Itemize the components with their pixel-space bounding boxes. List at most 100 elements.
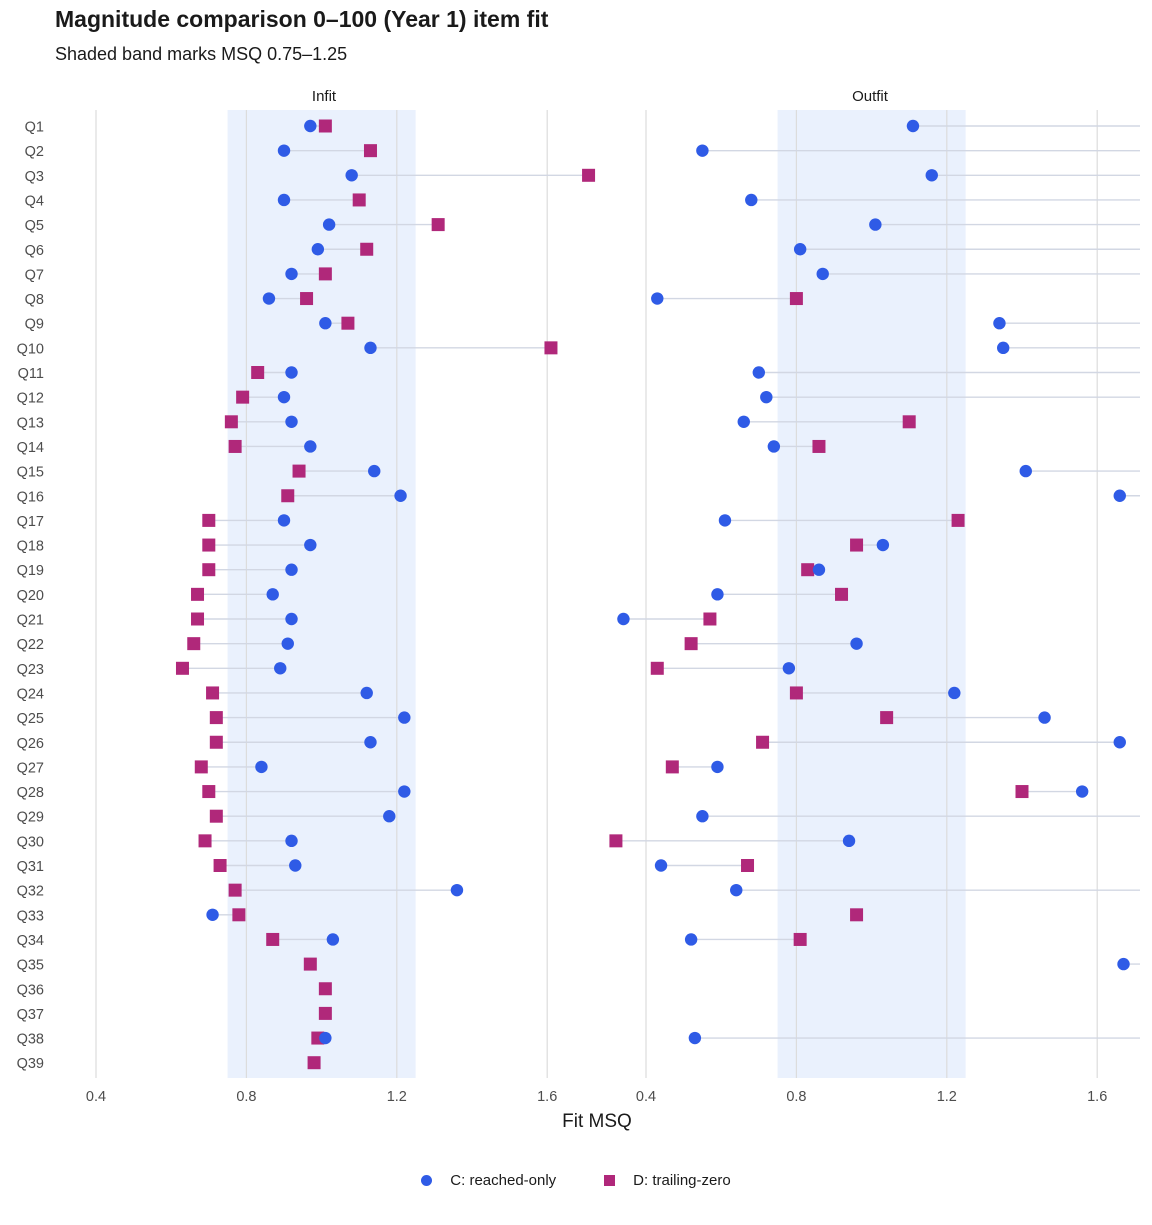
point-trailing-zero (1015, 785, 1029, 799)
y-tick-label: Q20 (17, 588, 44, 604)
point-reached-only (319, 1031, 332, 1045)
point-trailing-zero (300, 292, 314, 306)
y-tick-label: Q29 (17, 810, 44, 826)
point-reached-only (876, 538, 890, 552)
point-reached-only (688, 1031, 702, 1045)
point-reached-only (450, 883, 464, 897)
y-tick-label: Q13 (17, 415, 44, 431)
point-trailing-zero (650, 661, 664, 675)
point-reached-only (364, 736, 377, 749)
point-trailing-zero (292, 464, 306, 478)
point-reached-only (617, 612, 630, 626)
x-tick-label: 0.4 (636, 1089, 656, 1105)
point-trailing-zero (303, 957, 317, 971)
legend-item-c: C: reached-only (421, 1172, 556, 1189)
y-tick-label: Q22 (17, 637, 44, 653)
point-trailing-zero (850, 908, 864, 922)
legend-label-d: D: trailing-zero (633, 1172, 731, 1189)
point-trailing-zero (793, 932, 807, 946)
y-tick-label: Q15 (17, 465, 44, 481)
point-reached-only (948, 686, 961, 700)
point-reached-only (255, 760, 268, 774)
y-tick-label: Q36 (17, 982, 44, 998)
point-reached-only (285, 366, 298, 379)
point-reached-only (319, 317, 332, 330)
point-reached-only (368, 464, 381, 478)
y-tick-label: Q5 (25, 218, 44, 234)
point-trailing-zero (202, 538, 216, 552)
point-reached-only (277, 144, 291, 157)
point-reached-only (285, 612, 298, 626)
y-tick-label: Q3 (25, 169, 44, 185)
point-reached-only (398, 785, 411, 798)
point-reached-only (1113, 489, 1126, 502)
y-tick-label: Q32 (17, 884, 44, 900)
point-reached-only (322, 218, 336, 231)
point-reached-only (760, 390, 773, 404)
x-tick-label: 0.8 (236, 1089, 256, 1105)
point-trailing-zero (544, 341, 558, 355)
point-reached-only (684, 933, 698, 946)
point-trailing-zero (202, 563, 216, 577)
panel-outfit: 0.4 0.8 1.2 1.6 Outfit (609, 88, 1140, 1105)
point-reached-only (711, 588, 724, 601)
point-trailing-zero (352, 193, 366, 207)
point-trailing-zero (206, 686, 220, 700)
point-trailing-zero (684, 637, 698, 651)
point-reached-only (383, 810, 396, 823)
point-trailing-zero (194, 760, 208, 774)
legend: C: reached-only D: trailing-zero (0, 1172, 1152, 1189)
point-reached-only (289, 859, 302, 872)
point-reached-only (277, 193, 291, 207)
point-trailing-zero (187, 637, 201, 651)
y-tick-label: Q37 (17, 1007, 44, 1023)
point-trailing-zero (360, 242, 374, 256)
point-reached-only (696, 810, 709, 823)
y-tick-label: Q16 (17, 489, 44, 505)
point-trailing-zero (209, 809, 223, 823)
point-trailing-zero (951, 513, 965, 527)
y-tick-label: Q39 (17, 1056, 44, 1072)
point-reached-only (277, 514, 291, 527)
x-tick-label: 1.6 (1087, 1089, 1107, 1105)
y-tick-label: Q17 (17, 514, 44, 530)
point-trailing-zero (582, 168, 596, 182)
x-tick-label: 1.2 (387, 1089, 407, 1105)
point-reached-only (311, 243, 325, 256)
point-reached-only (816, 267, 829, 281)
point-trailing-zero (880, 711, 894, 725)
panel-title: Outfit (852, 88, 889, 105)
point-reached-only (925, 169, 938, 182)
panel-infit: 0.4 0.8 1.2 1.6 Infit (86, 88, 596, 1105)
y-tick-label: Q35 (17, 958, 44, 974)
point-trailing-zero (850, 538, 864, 552)
point-reached-only (654, 859, 668, 872)
point-trailing-zero (198, 834, 212, 848)
y-tick-label: Q8 (25, 292, 44, 308)
point-trailing-zero (318, 1006, 332, 1020)
point-reached-only (718, 514, 732, 527)
point-reached-only (364, 341, 377, 355)
point-trailing-zero (236, 390, 250, 404)
point-reached-only (274, 662, 287, 675)
point-reached-only (281, 637, 294, 650)
point-trailing-zero (209, 735, 223, 749)
point-reached-only (696, 144, 709, 157)
point-reached-only (737, 415, 750, 428)
point-reached-only (285, 415, 298, 428)
x-tick-label: 0.8 (786, 1089, 806, 1105)
panel-title: Infit (312, 88, 337, 105)
point-reached-only (711, 760, 724, 774)
point-trailing-zero (835, 587, 849, 601)
y-tick-label: Q31 (17, 859, 44, 875)
point-reached-only (997, 341, 1010, 355)
y-tick-label: Q18 (17, 539, 44, 555)
point-reached-only (398, 711, 411, 724)
point-trailing-zero (902, 415, 916, 429)
y-tick-label: Q28 (17, 785, 44, 801)
point-trailing-zero (431, 218, 445, 232)
point-reached-only (206, 908, 219, 921)
point-reached-only (767, 440, 781, 453)
point-reached-only (1038, 711, 1051, 724)
